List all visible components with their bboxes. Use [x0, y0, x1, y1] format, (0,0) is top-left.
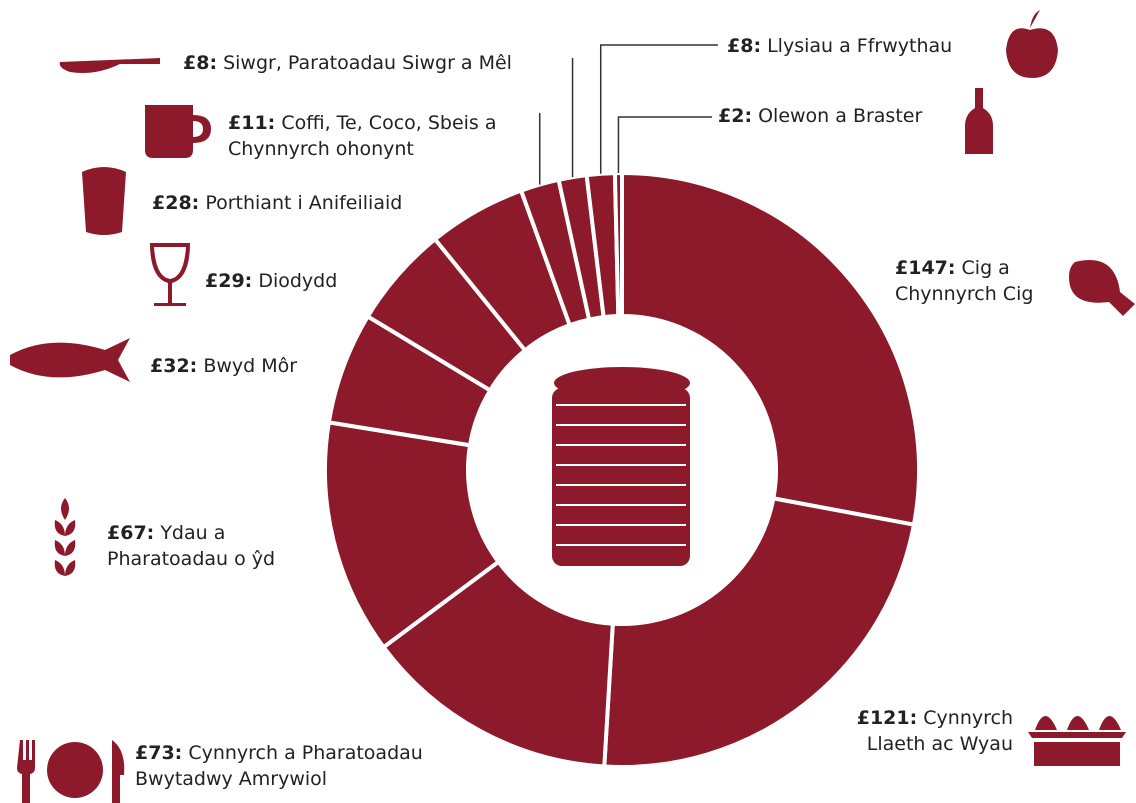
coins-icon [552, 367, 690, 566]
slice-label: £121: Cynnyrch Llaeth ac Wyau [838, 705, 1013, 757]
value-label: £2: [718, 105, 752, 127]
fish-icon [10, 338, 130, 382]
category-label: Siwgr, Paratoadau Siwgr a Mêl [223, 52, 512, 74]
category-label: Llysiau a Ffrwythau [767, 35, 952, 57]
category-label: Olewon a Braster [758, 105, 922, 127]
sack-icon [82, 167, 126, 235]
plate-icon [47, 742, 103, 798]
value-label: £8: [727, 35, 761, 57]
bottle-icon [965, 88, 993, 154]
slice-label: £2: Olewon a Braster [718, 103, 922, 129]
value-label: £28: [152, 192, 199, 214]
glass-icon [150, 243, 190, 306]
category-label: Porthiant i Anifeiliaid [205, 192, 402, 214]
apple-icon [1006, 10, 1058, 78]
value-label: £29: [205, 270, 252, 292]
slice-label: £28: Porthiant i Anifeiliaid [152, 190, 402, 216]
spoon-icon [60, 58, 160, 73]
slice-label: £8: Llysiau a Ffrwythau [727, 33, 952, 59]
drumstick-icon [1069, 260, 1135, 316]
fork-icon [17, 740, 35, 803]
eggs-icon [1028, 716, 1126, 766]
category-label: Diodydd [258, 270, 337, 292]
slice-label: £73: Cynnyrch a Pharatoadau Bwytadwy Amr… [135, 740, 465, 792]
leader-line [618, 117, 712, 173]
chart [0, 0, 1136, 803]
wheat-icon [55, 498, 76, 576]
slice-label: £32: Bwyd Môr [150, 353, 297, 379]
slice-label: £29: Diodydd [205, 268, 337, 294]
knife-icon [112, 740, 124, 803]
value-label: £67: [107, 522, 154, 544]
donut-slice [615, 173, 622, 316]
value-label: £147: [895, 257, 955, 279]
slice-label: £8: Siwgr, Paratoadau Siwgr a Mêl [183, 50, 512, 76]
mug-icon [145, 105, 211, 158]
value-label: £32: [150, 355, 197, 377]
slice-label: £11: Coffi, Te, Coco, Sbeis a Chynnyrch … [228, 110, 528, 162]
page: £147: Cig a Chynnyrch Cig £121: Cynnyrch … [0, 0, 1136, 803]
value-label: £121: [857, 707, 917, 729]
slice-label: £147: Cig a Chynnyrch Cig [895, 255, 1065, 307]
category-label: Bwyd Môr [203, 355, 297, 377]
value-label: £8: [183, 52, 217, 74]
slice-label: £67: Ydau a Pharatoadau o ŷd [107, 520, 297, 572]
value-label: £73: [135, 742, 182, 764]
value-label: £11: [228, 112, 275, 134]
